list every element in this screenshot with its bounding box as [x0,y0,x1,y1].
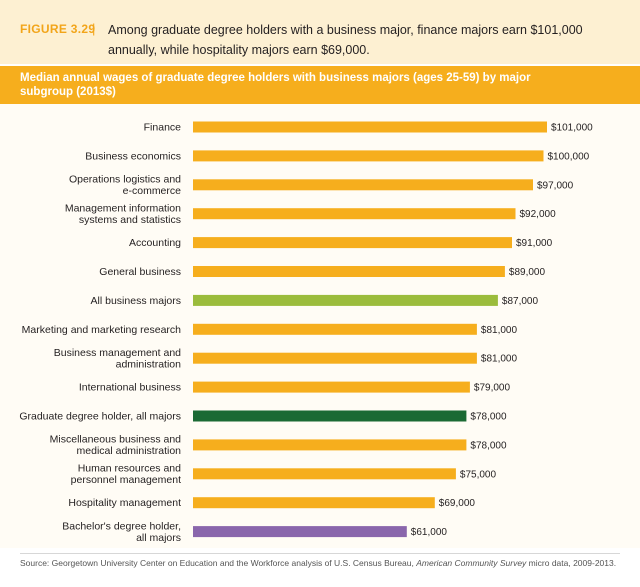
bar-value-label: $79,000 [474,383,511,394]
source-note: Source: Georgetown University Center on … [20,558,620,569]
bar [193,410,467,422]
category-label: All business majors [91,295,181,307]
bar-value-label: $81,000 [481,325,518,336]
category-label: Business economics [85,150,181,162]
category-label: Marketing and marketing research [22,324,181,336]
bar [193,497,435,509]
figure-header [0,0,640,64]
category-label: International business [79,382,181,394]
category-label: systems and statistics [79,214,181,226]
figure-label: FIGURE 3.29 [20,22,96,36]
figure-description: Among graduate degree holders with a bus… [108,23,583,57]
category-label: Bachelor's degree holder, [62,520,181,532]
bar [193,526,407,538]
bar [193,237,512,249]
category-label: personnel management [71,474,181,486]
footer-divider [20,553,620,554]
bar-value-label: $69,000 [439,498,476,509]
category-label: Graduate degree holder, all majors [19,411,181,423]
bar [193,266,505,277]
bar [193,439,467,451]
chart-title-banner [0,66,640,104]
category-label: Hospitality management [68,497,181,509]
bar-value-label: $92,000 [520,209,557,220]
figure-separator: | [92,21,96,36]
category-label: administration [116,358,182,370]
category-label: Management information [65,202,181,214]
bar-value-label: $89,000 [509,267,546,278]
bar [193,179,533,191]
bar [193,208,516,220]
source-text: Source: Georgetown University Center on … [20,558,417,568]
category-label: General business [99,266,181,278]
chart-title: Median annual wages of graduate degree h… [20,72,531,98]
category-label: Finance [144,122,182,134]
category-label: Operations logistics and [69,174,181,186]
category-label: medical administration [77,445,182,457]
bar-value-label: $81,000 [481,354,518,365]
category-label: Human resources and [78,463,181,475]
bar [193,294,498,306]
bar [193,352,477,364]
wage-bar-chart: $101,000 Finance $100,000 Business economic… [19,121,593,544]
bar-value-label: $61,000 [411,527,448,538]
bar-value-label: $75,000 [460,469,497,480]
bar-value-label: $101,000 [551,123,593,134]
category-label: all majors [136,532,181,544]
bar-value-label: $87,000 [502,296,539,307]
category-label: Accounting [129,237,181,249]
source-text-end: micro data, 2009-2013. [526,558,617,568]
source-italic: American Community Survey [416,558,527,568]
bar [193,323,477,335]
bar-value-label: $100,000 [548,151,590,162]
category-label: Business management and [54,347,181,359]
bar [193,150,544,162]
category-label: Miscellaneous business and [50,434,181,446]
bar-value-label: $91,000 [516,238,553,249]
bar [193,381,470,393]
bar-value-label: $78,000 [470,440,507,451]
bar-value-label: $78,000 [470,412,507,423]
bar [193,468,456,480]
category-label: e-commerce [123,185,182,197]
bar [193,121,547,133]
bar-value-label: $97,000 [537,180,574,191]
